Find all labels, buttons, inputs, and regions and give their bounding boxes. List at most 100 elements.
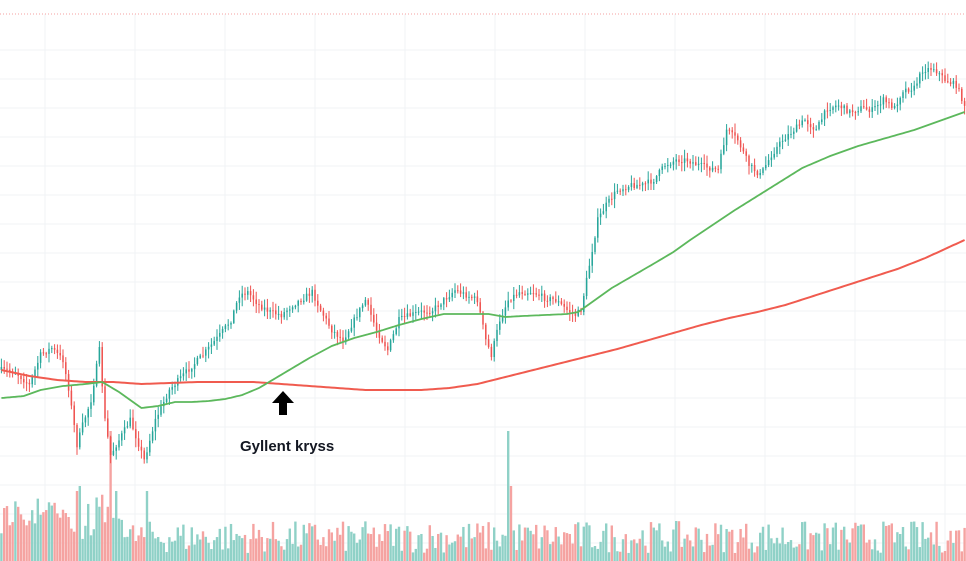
candle-body <box>333 331 336 333</box>
volume-bar <box>949 530 952 561</box>
candle-body <box>462 292 465 294</box>
volume-bar <box>691 546 695 561</box>
candle-body <box>6 368 8 370</box>
candle-body <box>300 300 302 303</box>
candle-body <box>339 336 341 338</box>
candle-body <box>417 311 420 313</box>
candle-body <box>499 321 501 330</box>
volume-bar <box>456 534 459 561</box>
candle-body <box>135 429 137 439</box>
volume-bar <box>803 521 807 561</box>
candle-body <box>137 438 140 447</box>
volume-bar <box>98 506 101 561</box>
volume-bar <box>546 530 549 561</box>
candle-body <box>252 295 255 300</box>
volume-bar <box>299 544 303 561</box>
candle-body <box>863 106 865 108</box>
candle-body <box>151 431 154 441</box>
candle-body <box>415 311 417 313</box>
volume-bar <box>176 527 179 561</box>
volume-bar <box>806 549 809 561</box>
candle-body <box>101 347 103 387</box>
volume-bar <box>165 552 168 561</box>
candle-body <box>513 294 515 301</box>
volume-bar <box>899 533 902 561</box>
candle-body <box>627 186 630 190</box>
volume-bar <box>451 542 454 561</box>
volume-bar <box>369 534 373 561</box>
candle-body <box>294 305 297 308</box>
volume-bar <box>750 542 753 561</box>
candle-body <box>958 87 960 89</box>
candle-body <box>84 417 87 423</box>
volume-bar <box>767 524 770 561</box>
candle-body <box>98 347 101 364</box>
volume-bar <box>291 543 294 561</box>
volume-bar <box>557 536 560 561</box>
volume-bar <box>129 529 132 561</box>
candle-body <box>510 300 512 302</box>
volume-bar <box>288 528 291 561</box>
candle-body <box>314 289 316 301</box>
volume-bar <box>666 541 669 561</box>
candle-body <box>247 291 249 295</box>
candle-body <box>403 316 406 318</box>
candle-body <box>121 433 123 441</box>
candle-body <box>851 110 854 113</box>
candle-body <box>280 313 283 318</box>
volume-bar <box>834 522 837 561</box>
candle-body <box>199 355 201 358</box>
volume-bar <box>159 541 163 561</box>
volume-bar <box>112 517 115 561</box>
candle-body <box>115 447 117 451</box>
volume-bar <box>420 533 423 561</box>
volume-bar <box>697 528 700 561</box>
candle-body <box>762 168 764 173</box>
candle-body <box>751 165 753 167</box>
candle-body <box>359 308 361 318</box>
volume-bar <box>106 506 109 561</box>
volume-bar <box>742 537 745 561</box>
candle-body <box>179 376 182 379</box>
candle-body <box>773 153 775 158</box>
volume-bar <box>635 543 639 561</box>
candle-body <box>667 165 669 167</box>
volume-bar <box>316 539 319 561</box>
candle-body <box>902 92 904 99</box>
candle-body <box>728 129 731 131</box>
volume-bar <box>504 535 507 561</box>
volume-bar <box>36 498 39 561</box>
candle-body <box>560 301 563 304</box>
volume-bar <box>31 510 34 561</box>
volume-bar <box>624 534 627 561</box>
volume-bar <box>372 527 375 561</box>
candle-body <box>224 325 227 329</box>
candle-body <box>871 107 873 112</box>
candle-body <box>193 364 196 370</box>
candle-body <box>815 129 817 131</box>
volume-bar <box>336 527 339 561</box>
candle-body <box>644 183 647 185</box>
candle-body <box>798 124 801 126</box>
candle-body <box>689 161 691 164</box>
candle-body <box>389 340 392 351</box>
volume-bar <box>725 529 728 561</box>
candle-body <box>118 440 120 448</box>
volume-bar <box>876 550 879 561</box>
candle-body <box>459 290 462 294</box>
volume-bar <box>574 524 577 561</box>
candle-body <box>387 346 389 351</box>
candle-body <box>345 337 347 343</box>
volume-bar <box>14 501 17 561</box>
candle-body <box>93 385 95 403</box>
candle-body <box>706 163 708 168</box>
volume-bar <box>523 527 527 561</box>
candle-body <box>518 292 521 296</box>
volume-bar <box>187 545 191 561</box>
candle-body <box>123 427 126 434</box>
volume-bar <box>683 538 686 561</box>
candle-body <box>255 299 257 305</box>
volume-bar <box>235 533 238 561</box>
candle-body <box>42 352 45 354</box>
volume-bar <box>929 532 933 561</box>
